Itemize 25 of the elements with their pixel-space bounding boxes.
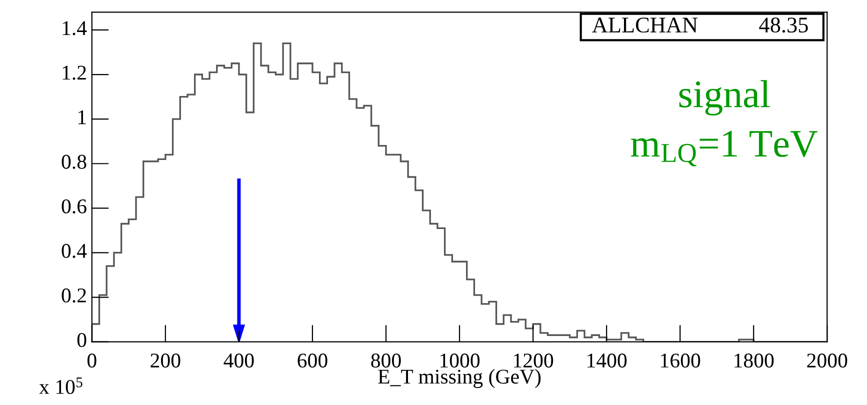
x-tick-label: 1800	[734, 354, 774, 368]
x-tick-label: 1000	[440, 354, 480, 368]
y-tick-label: 0.6	[62, 199, 86, 214]
x-tick-label: 2000	[807, 354, 848, 368]
x-tick-label: 0	[87, 354, 96, 368]
y-tick-label: 0.4	[62, 244, 87, 258]
x-tick-label: 400	[224, 354, 254, 368]
text: x 10$^{5}$	[39, 378, 82, 394]
annotation: m$_{LQ}$=1 TeV	[630, 130, 818, 166]
x-tick-label: 1400	[588, 354, 627, 368]
x-tick-label: 800	[371, 354, 401, 368]
y-tick-label: 0.8	[62, 154, 86, 169]
x-tick-label: 1600	[661, 354, 700, 368]
y-tick-label: 0.2	[62, 288, 86, 303]
x-axis-title: E_T missing (GeV)	[378, 369, 541, 388]
x-tick-label: 200	[150, 354, 180, 368]
y-tick-label: 1.4	[62, 21, 87, 36]
annotation: 48.35	[759, 18, 808, 33]
y-tick-label: 1.2	[62, 66, 86, 80]
x-tick-label: 1200	[514, 354, 554, 368]
annotation: signal	[679, 80, 770, 116]
y-tick-label: 0	[77, 332, 86, 348]
annotation: ALLCHAN	[592, 18, 698, 33]
y-tick-label: 1	[78, 110, 86, 124]
x-tick-label: 600	[298, 354, 328, 368]
